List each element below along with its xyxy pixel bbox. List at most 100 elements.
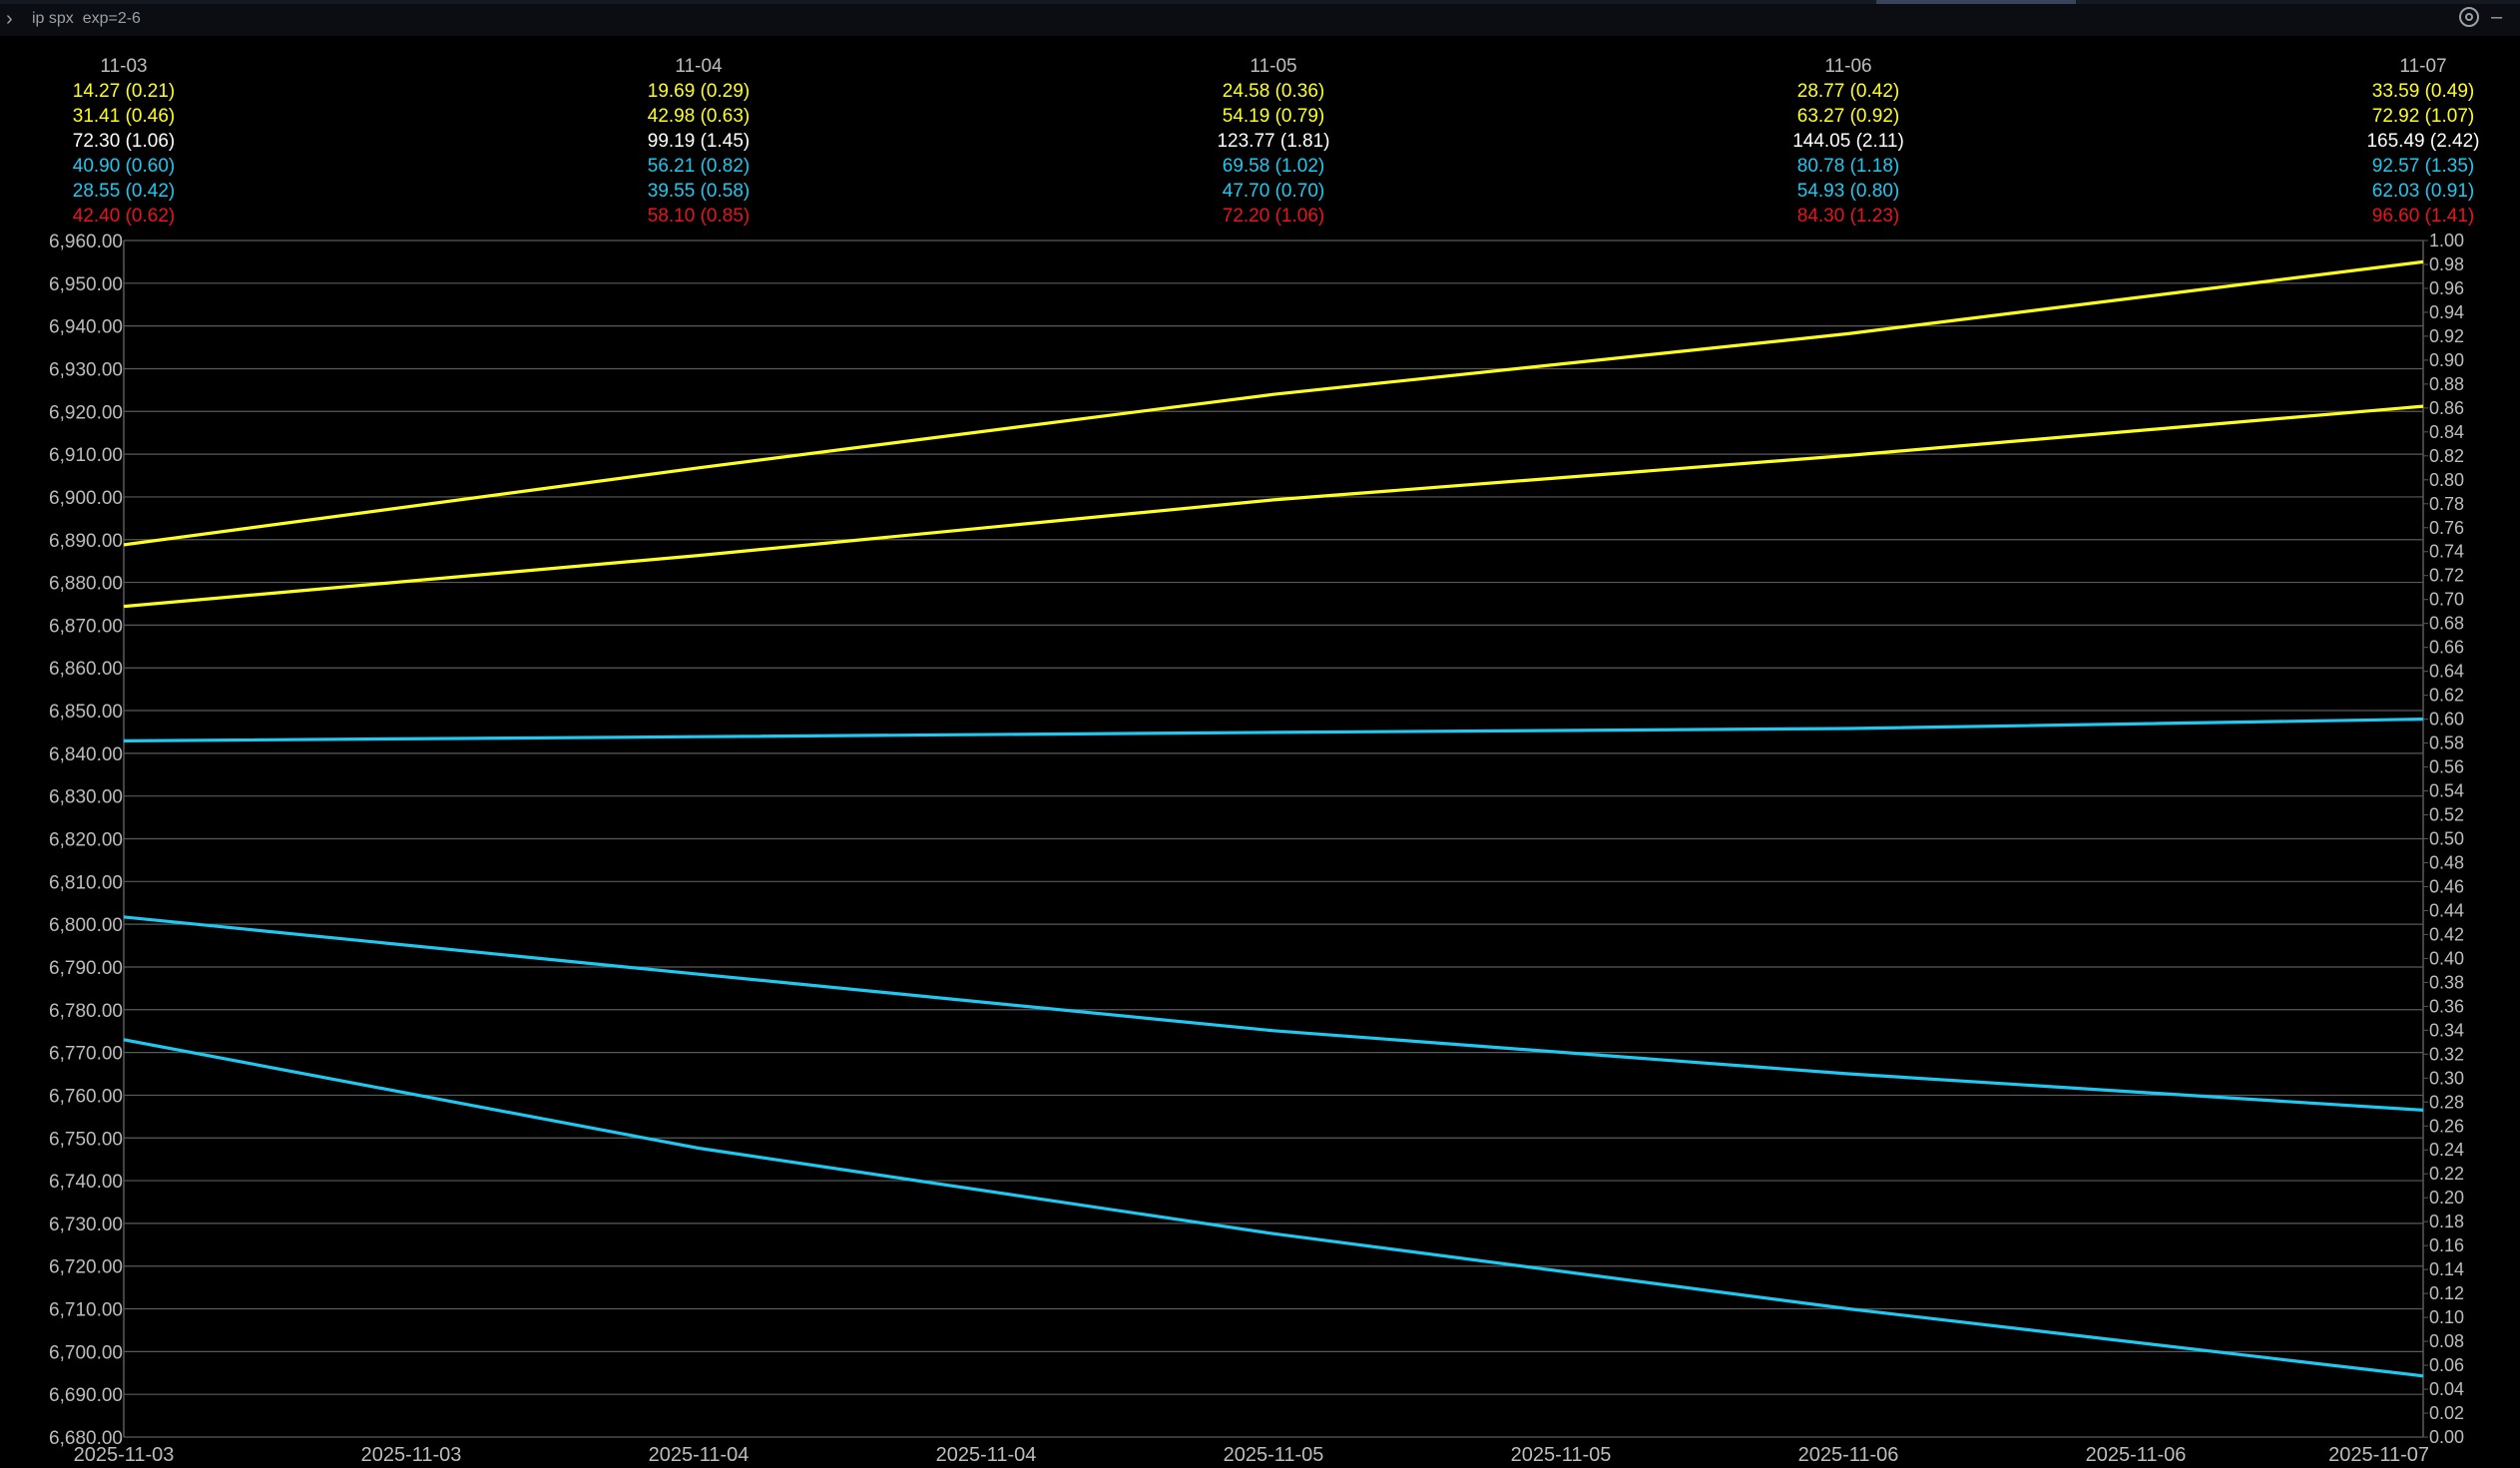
left-tick-label: 6,770.00 bbox=[49, 1044, 123, 1065]
right-tick-label: 0.60 bbox=[2429, 710, 2464, 730]
right-tick-label: 0.10 bbox=[2429, 1307, 2464, 1327]
right-tick-label: 0.86 bbox=[2429, 398, 2464, 418]
summary-value: 54.19 (0.79) bbox=[1223, 106, 1324, 127]
summary-value: 72.20 (1.06) bbox=[1223, 206, 1324, 227]
right-tick-label: 0.04 bbox=[2429, 1379, 2464, 1399]
right-tick-label: 0.68 bbox=[2429, 614, 2464, 634]
right-tick-label: 0.32 bbox=[2429, 1044, 2464, 1064]
x-tick-label: 2025-11-04 bbox=[936, 1444, 1037, 1466]
left-tick-label: 6,930.00 bbox=[49, 359, 123, 380]
right-tick-label: 0.34 bbox=[2429, 1020, 2464, 1040]
summary-value: 72.30 (1.06) bbox=[73, 131, 175, 152]
right-tick-label: 0.94 bbox=[2429, 302, 2464, 322]
right-tick-label: 0.52 bbox=[2429, 805, 2464, 825]
x-tick-label: 2025-11-05 bbox=[1511, 1444, 1612, 1466]
x-tick-label: 2025-11-07 bbox=[2328, 1444, 2429, 1466]
right-tick-label: 0.44 bbox=[2429, 900, 2464, 920]
x-axis: 2025-11-03 2025-11-03 2025-11-04 2025-11-04… bbox=[74, 1444, 2429, 1466]
x-tick-label: 2025-11-03 bbox=[74, 1444, 175, 1466]
right-tick-label: 0.38 bbox=[2429, 972, 2464, 992]
right-tick-label: 0.26 bbox=[2429, 1116, 2464, 1136]
summary-value: 42.98 (0.63) bbox=[648, 106, 750, 127]
left-tick-label: 6,840.00 bbox=[49, 744, 123, 765]
left-tick-label: 6,850.00 bbox=[49, 702, 123, 723]
gear-icon[interactable] bbox=[2459, 7, 2479, 27]
x-tick-label: 2025-11-03 bbox=[361, 1444, 462, 1466]
right-tick-label: 0.48 bbox=[2429, 852, 2464, 872]
left-tick-label: 6,940.00 bbox=[49, 317, 123, 338]
right-tick-label: 0.66 bbox=[2429, 638, 2464, 658]
right-tick-label: 0.16 bbox=[2429, 1235, 2464, 1255]
right-tick-label: 0.72 bbox=[2429, 566, 2464, 586]
right-tick-label: 0.46 bbox=[2429, 876, 2464, 896]
active-tab-indicator[interactable] bbox=[1876, 0, 2076, 4]
left-tick-label: 6,880.00 bbox=[49, 574, 123, 595]
right-tick-label: 0.82 bbox=[2429, 446, 2464, 466]
summary-value: 42.40 (0.62) bbox=[73, 206, 175, 227]
series-lines bbox=[123, 259, 2424, 1378]
x-tick-label: 2025-11-04 bbox=[649, 1444, 750, 1466]
left-tick-label: 6,730.00 bbox=[49, 1215, 123, 1235]
right-tick-label: 0.18 bbox=[2429, 1212, 2464, 1231]
summary-date-label: 11-05 bbox=[1250, 56, 1296, 77]
right-tick-label: 0.50 bbox=[2429, 829, 2464, 849]
summary-value: 28.77 (0.42) bbox=[1797, 81, 1899, 102]
summary-value: 56.21 (0.82) bbox=[648, 156, 750, 177]
grid-lines bbox=[123, 240, 2424, 1438]
summary-value: 63.27 (0.92) bbox=[1797, 106, 1899, 127]
left-tick-label: 6,830.00 bbox=[49, 787, 123, 808]
right-tick-label: 0.56 bbox=[2429, 757, 2464, 777]
summary-value: 31.41 (0.46) bbox=[73, 106, 175, 127]
summary-value: 62.03 (0.91) bbox=[2372, 181, 2474, 202]
right-tick-label: 0.70 bbox=[2429, 590, 2464, 610]
left-tick-label: 6,750.00 bbox=[49, 1129, 123, 1150]
left-tick-label: 6,710.00 bbox=[49, 1300, 123, 1321]
right-tick-label: 0.74 bbox=[2429, 542, 2464, 562]
summary-value: 19.69 (0.29) bbox=[648, 81, 750, 102]
tab-strip[interactable] bbox=[0, 0, 2520, 4]
chevron-right-icon[interactable]: › bbox=[6, 8, 13, 30]
summary-column: 11-03 14.27 (0.21) 31.41 (0.46) 72.30 (1.06… bbox=[73, 56, 175, 227]
series-line-4 bbox=[123, 915, 2424, 1112]
right-tick-label: 0.28 bbox=[2429, 1092, 2464, 1112]
summary-value: 14.27 (0.21) bbox=[73, 81, 175, 102]
left-tick-label: 6,800.00 bbox=[49, 915, 123, 936]
right-tick-label: 0.08 bbox=[2429, 1331, 2464, 1351]
right-tick-label: 0.24 bbox=[2429, 1140, 2464, 1160]
left-tick-label: 6,810.00 bbox=[49, 872, 123, 893]
left-tick-label: 6,960.00 bbox=[49, 232, 123, 252]
left-tick-label: 6,780.00 bbox=[49, 1001, 123, 1022]
x-tick-label: 2025-11-05 bbox=[1224, 1444, 1324, 1466]
right-tick-label: 0.80 bbox=[2429, 470, 2464, 490]
minus-icon[interactable]: – bbox=[2491, 6, 2503, 28]
chart: 11-03 14.27 (0.21) 31.41 (0.46) 72.30 (1.06… bbox=[0, 36, 2520, 1468]
right-tick-label: 0.22 bbox=[2429, 1164, 2464, 1184]
right-tick-label: 0.90 bbox=[2429, 350, 2464, 370]
right-tick-label: 0.76 bbox=[2429, 518, 2464, 538]
right-tick-label: 0.64 bbox=[2429, 662, 2464, 682]
summary-value: 165.49 (2.42) bbox=[2366, 131, 2479, 152]
summary-value: 40.90 (0.60) bbox=[73, 156, 175, 177]
right-tick-label: 0.40 bbox=[2429, 948, 2464, 968]
summary-value: 33.59 (0.49) bbox=[2372, 81, 2474, 102]
summary-value: 24.58 (0.36) bbox=[1223, 81, 1324, 102]
x-tick-label: 2025-11-06 bbox=[2086, 1444, 2187, 1466]
summary-value: 58.10 (0.85) bbox=[648, 206, 750, 227]
summary-value: 80.78 (1.18) bbox=[1797, 156, 1899, 177]
summary-value: 123.77 (1.81) bbox=[1217, 131, 1329, 152]
right-tick-label: 0.20 bbox=[2429, 1188, 2464, 1208]
left-tick-label: 6,870.00 bbox=[49, 616, 123, 637]
summary-value: 28.55 (0.42) bbox=[73, 181, 175, 202]
summary-column: 11-07 33.59 (0.49) 72.92 (1.07) 165.49 (2.4… bbox=[2366, 56, 2479, 227]
summary-column: 11-05 24.58 (0.36) 54.19 (0.79) 123.77 (1.8… bbox=[1217, 56, 1329, 227]
right-tick-label: 0.02 bbox=[2429, 1403, 2464, 1423]
summary-column: 11-04 19.69 (0.29) 42.98 (0.63) 99.19 (1.45… bbox=[648, 56, 750, 227]
summary-date-label: 11-06 bbox=[1824, 56, 1871, 77]
summary-value: 72.92 (1.07) bbox=[2372, 106, 2474, 127]
left-tick-label: 6,910.00 bbox=[49, 445, 123, 466]
summary-value: 69.58 (1.02) bbox=[1223, 156, 1324, 177]
command-input[interactable]: ip spx exp=2-6 bbox=[32, 10, 141, 27]
right-tick-label: 0.14 bbox=[2429, 1259, 2464, 1279]
left-tick-label: 6,760.00 bbox=[49, 1086, 123, 1107]
right-tick-label: 0.36 bbox=[2429, 996, 2464, 1016]
